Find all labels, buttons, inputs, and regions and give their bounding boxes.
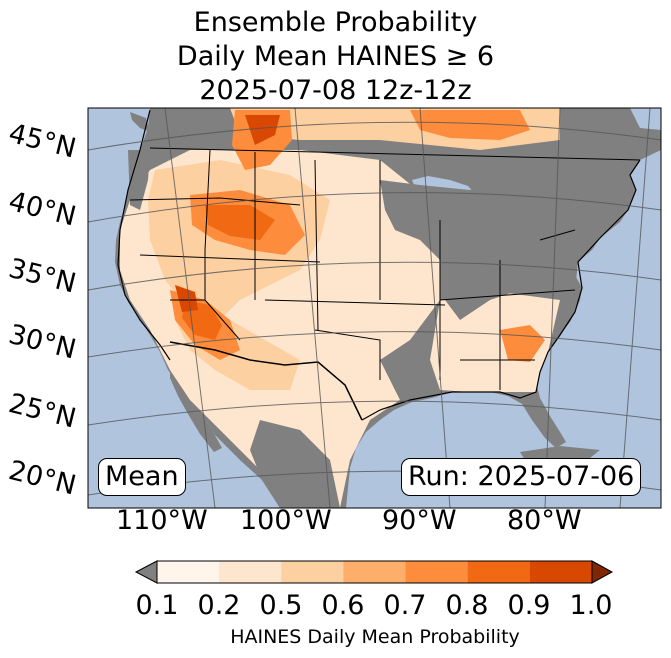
lon-label-80: 80°W — [507, 505, 582, 536]
cuba — [520, 446, 600, 460]
colorbar-tick: 0.1 — [135, 590, 179, 621]
colorbar-frame — [156, 560, 593, 584]
colorbar-under-arrow — [134, 560, 158, 584]
west-coast-no-data — [128, 150, 150, 210]
prob-0.9-montana — [245, 115, 280, 145]
colorbar-tick: 0.9 — [507, 590, 551, 621]
colorbar-label: HAINES Daily Mean Probability — [230, 626, 520, 648]
colorbar-tick: 0.8 — [445, 590, 489, 621]
mexico-no-data — [250, 420, 340, 508]
us-mexico-border — [169, 341, 363, 421]
colorbar-tick: 0.5 — [259, 590, 303, 621]
lon-label-100: 100°W — [240, 505, 332, 536]
stat-label-box: Mean — [98, 458, 186, 496]
lon-label-90: 90°W — [382, 505, 457, 536]
prob-0.9-nevada — [175, 285, 198, 312]
colorbar-tick: 0.7 — [383, 590, 427, 621]
colorbar-tick: 1.0 — [569, 590, 613, 621]
east-no-data — [380, 170, 630, 320]
probability-fill — [120, 108, 560, 508]
run-date-box: Run: 2025-07-06 — [401, 458, 642, 496]
colorbar-cell — [157, 561, 220, 583]
colorbar-tick: 0.6 — [321, 590, 365, 621]
hudson-inlet — [630, 108, 661, 130]
title-line-1: Ensemble Probability — [193, 7, 478, 38]
graticule — [88, 108, 661, 508]
title-line-2: Daily Mean HAINES ≥ 6 — [176, 41, 495, 72]
colorbar-cell — [467, 561, 531, 583]
prob-0.7-canada-east — [410, 110, 530, 140]
map-frame — [87, 107, 662, 509]
colorbar-tick: 0.2 — [197, 590, 241, 621]
title-line-3: 2025-07-08 12z-12z — [199, 75, 472, 106]
colorbar-cell — [529, 561, 593, 583]
prob-0.8-wyoming-core — [205, 205, 275, 240]
vancouver-island — [130, 112, 150, 132]
coastline — [117, 109, 641, 421]
colorbar-cell — [343, 561, 407, 583]
lon-label-110: 110°W — [116, 505, 208, 536]
prob-0.7-carolina — [500, 325, 545, 362]
colorbar-cell — [281, 561, 344, 583]
colorbar-over-arrow — [591, 560, 614, 584]
colorbar-cell — [219, 561, 282, 583]
colorbar-cell — [405, 561, 469, 583]
